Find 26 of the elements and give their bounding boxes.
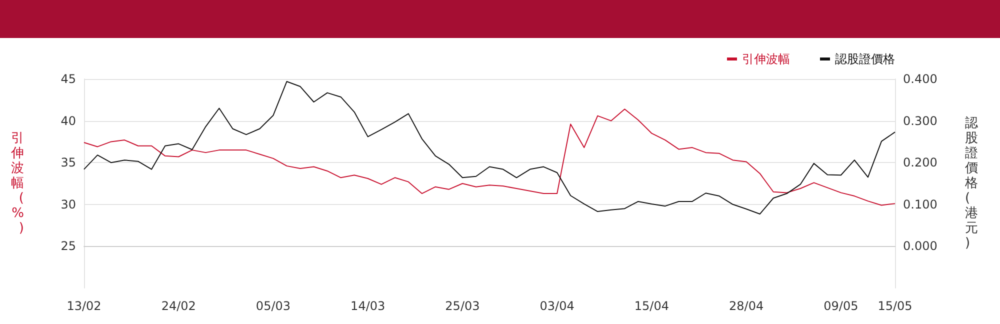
x-tick-label: 28/04: [729, 299, 764, 313]
x-tick-label: 24/02: [161, 299, 196, 313]
y2-tick-label: 0.300: [903, 114, 938, 128]
legend-label: 引伸波幅: [742, 52, 790, 66]
x-tick-label: 14/03: [350, 299, 386, 313]
x-tick-label: 15/05: [878, 299, 912, 313]
y2-tick-label: 0.400: [903, 72, 938, 86]
line-series: [84, 81, 896, 215]
x-tick-label: 03/04: [540, 299, 574, 313]
y2-tick-label: 0.200: [903, 156, 938, 170]
y-tick-label: 45: [60, 72, 76, 86]
y-tick-label: 25: [60, 239, 76, 254]
x-tick-label: 13/02: [66, 299, 102, 313]
y2-tick-label: 0.100: [903, 197, 938, 212]
line-series: [84, 108, 896, 206]
legend-label: 認股證價格: [835, 52, 895, 66]
text: 認股證價格(港元): [965, 116, 978, 251]
x-tick-label: 09/05: [824, 299, 858, 313]
x-tick-label: 25/03: [445, 299, 480, 313]
y-tick-label: 35: [60, 156, 76, 170]
y2-tick-label: 0.000: [903, 239, 938, 254]
y-tick-label: 30: [60, 197, 76, 212]
y-axis-title: 引伸波幅(%): [10, 131, 24, 236]
x-tick-label: 15/04: [634, 299, 669, 313]
x-tick-label: 05/03: [256, 299, 291, 313]
y-tick-label: 40: [60, 114, 76, 128]
